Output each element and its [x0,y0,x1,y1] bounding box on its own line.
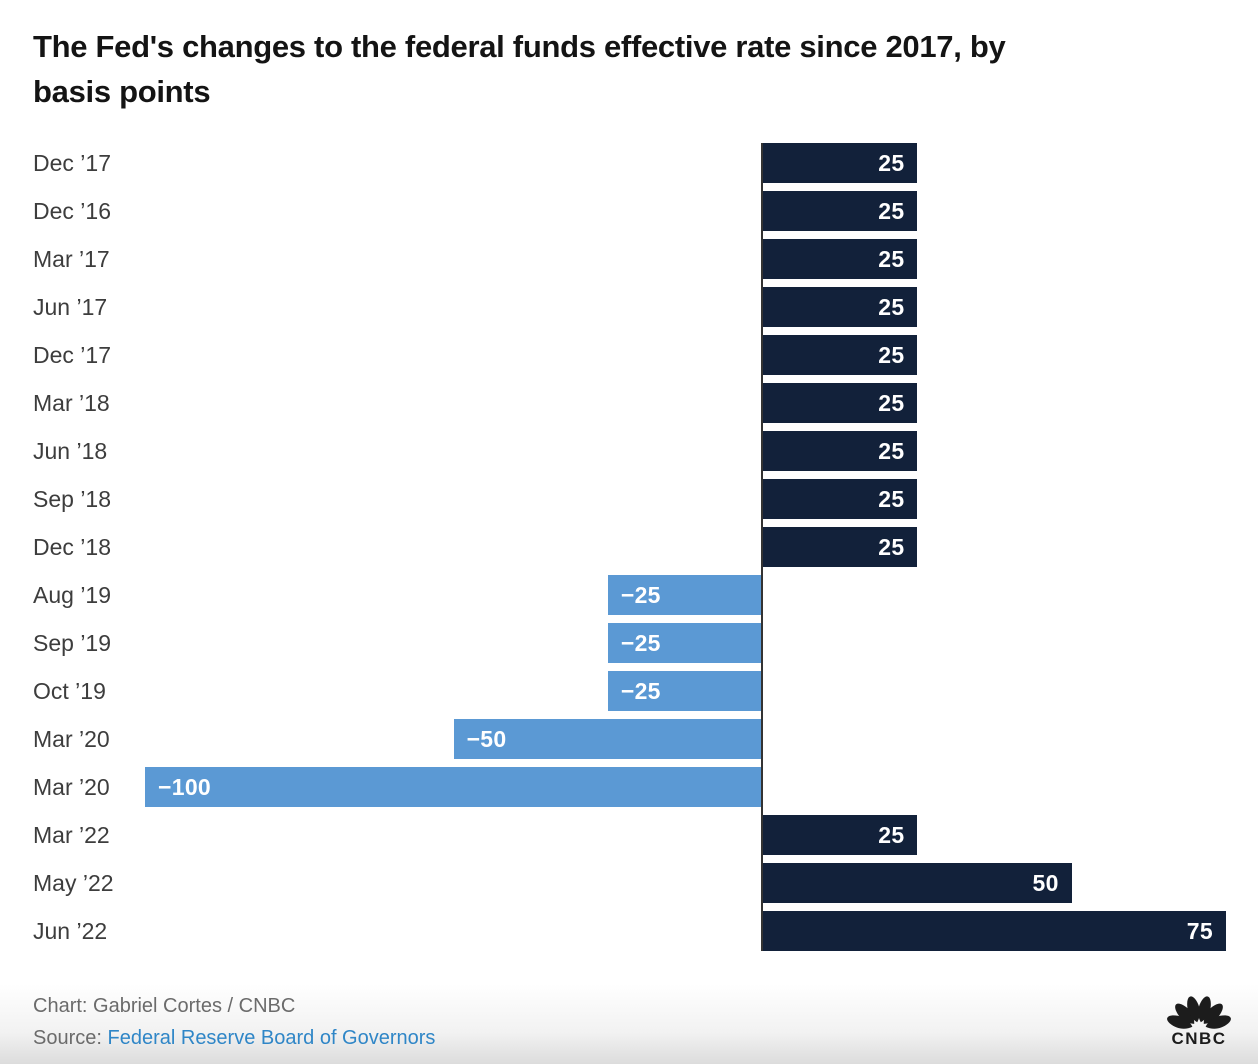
category-label: Aug ’19 [33,581,112,608]
bar: −25 [607,623,763,663]
bar: −100 [145,767,763,807]
bar: 50 [763,863,1072,903]
bar: −50 [453,719,763,759]
bar: 25 [763,815,918,855]
bar: 25 [763,239,918,279]
bar: 25 [763,383,918,423]
source-row: Source: Federal Reserve Board of Governo… [33,1027,435,1050]
bar-value-label: 50 [1032,869,1059,896]
bar-value-label: 25 [878,341,905,368]
bar-value-label: −25 [620,581,661,608]
footer-band [0,984,1258,1064]
bar-value-label: 25 [878,245,905,272]
bar-value-label: 25 [878,389,905,416]
bar-value-label: 75 [1186,917,1213,944]
category-label: Oct ’19 [33,677,106,704]
category-label: Sep ’18 [33,485,112,512]
chart-title-line-2: basis points [33,74,211,109]
bar: 25 [763,335,918,375]
bar-value-label: −100 [158,773,212,800]
source-label: Source: [33,1027,102,1049]
category-label: May ’22 [33,869,114,896]
bar: 25 [763,287,918,327]
bar-value-label: 25 [878,149,905,176]
bar-value-label: 25 [878,485,905,512]
bar-value-label: −50 [466,725,507,752]
category-label: Mar ’17 [33,245,110,272]
bar-value-label: 25 [878,821,905,848]
cnbc-peacock-icon: CNBC [1167,996,1231,1048]
cnbc-logo: CNBC [1166,992,1232,1048]
bar-value-label: 25 [878,197,905,224]
category-label: Dec ’16 [33,197,111,224]
bar: 25 [763,479,918,519]
bar: 25 [763,143,918,183]
bar-chart: Dec ’17 25 Dec ’16 25 Mar ’17 25 Jun ’17 25 Dec … [33,143,1226,951]
chart-title: The Fed's changes to the federal funds e… [33,24,1213,114]
bar: 25 [763,431,918,471]
bar: −25 [607,671,763,711]
zero-axis-line [761,143,764,951]
category-label: Mar ’20 [33,725,110,752]
source-link[interactable]: Federal Reserve Board of Governors [107,1027,436,1049]
category-label: Dec ’18 [33,533,111,560]
category-label: Sep ’19 [33,629,112,656]
category-label: Jun ’22 [33,917,108,944]
category-label: Mar ’18 [33,389,110,416]
category-label: Dec ’17 [33,149,111,176]
bar: −25 [607,575,763,615]
category-label: Jun ’18 [33,437,108,464]
category-label: Dec ’17 [33,341,111,368]
bar: 75 [763,911,1226,951]
bar-value-label: −25 [620,677,661,704]
bar: 25 [763,527,918,567]
cnbc-logo-text: CNBC [1171,1029,1226,1046]
bar: 25 [763,191,918,231]
bar-value-label: −25 [620,629,661,656]
chart-title-line-1: The Fed's changes to the federal funds e… [33,29,1006,64]
bar-value-label: 25 [878,293,905,320]
bar-value-label: 25 [878,437,905,464]
category-label: Jun ’17 [33,293,108,320]
chart-credit: Chart: Gabriel Cortes / CNBC [33,995,296,1017]
category-label: Mar ’22 [33,821,110,848]
bar-value-label: 25 [878,533,905,560]
category-label: Mar ’20 [33,773,110,800]
